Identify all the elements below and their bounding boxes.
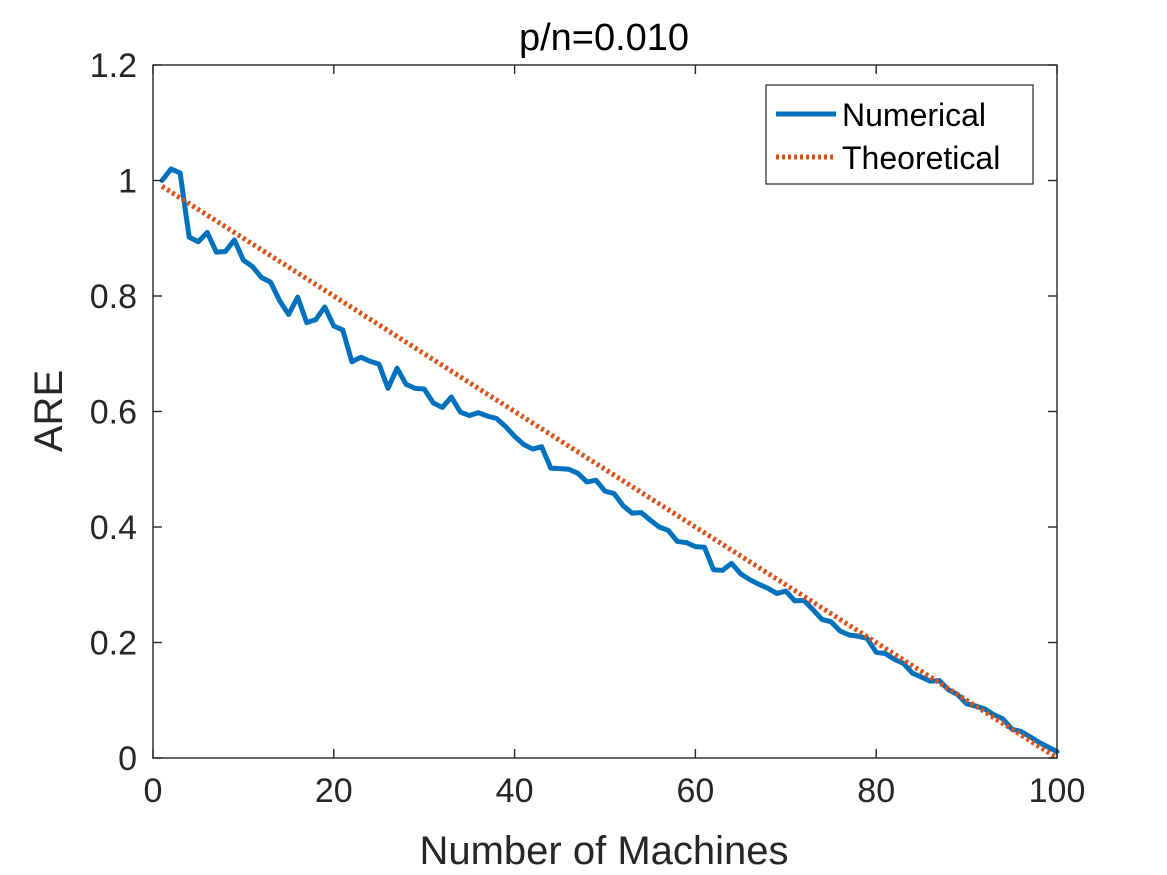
series-line-theoretical xyxy=(160,184,1059,761)
x-tick-label: 80 xyxy=(857,772,895,810)
y-tick-labels: 0 0.2 0.4 0.6 0.8 1 1.2 xyxy=(90,47,137,778)
x-tick-labels: 0 20 40 60 80 100 xyxy=(144,772,1086,810)
series-line-numerical xyxy=(159,166,1060,755)
legend: Numerical Theoretical xyxy=(765,84,1034,185)
y-tick-label: 1.2 xyxy=(90,47,137,85)
legend-box xyxy=(765,84,1034,185)
y-tick-label: 1 xyxy=(118,163,137,201)
y-tick-label: 0.2 xyxy=(90,625,137,663)
y-axis-label: ARE xyxy=(27,370,71,452)
y-tick-label: 0.8 xyxy=(90,278,137,316)
x-tick-label: 0 xyxy=(144,772,163,810)
y-tick-label: 0.6 xyxy=(90,394,137,432)
legend-label-theoretical: Theoretical xyxy=(842,140,1000,176)
y-tick-label: 0 xyxy=(118,740,137,778)
tick-marks xyxy=(152,64,1058,759)
x-tick-label: 40 xyxy=(496,772,534,810)
chart-title: p/n=0.010 xyxy=(519,17,689,59)
x-tick-label: 20 xyxy=(315,772,353,810)
x-tick-label: 60 xyxy=(676,772,714,810)
series-layer xyxy=(159,166,1060,761)
y-tick-label: 0.4 xyxy=(90,509,137,547)
x-axis-label: Number of Machines xyxy=(419,829,788,873)
legend-label-numerical: Numerical xyxy=(842,97,986,133)
x-tick-label: 100 xyxy=(1029,772,1086,810)
